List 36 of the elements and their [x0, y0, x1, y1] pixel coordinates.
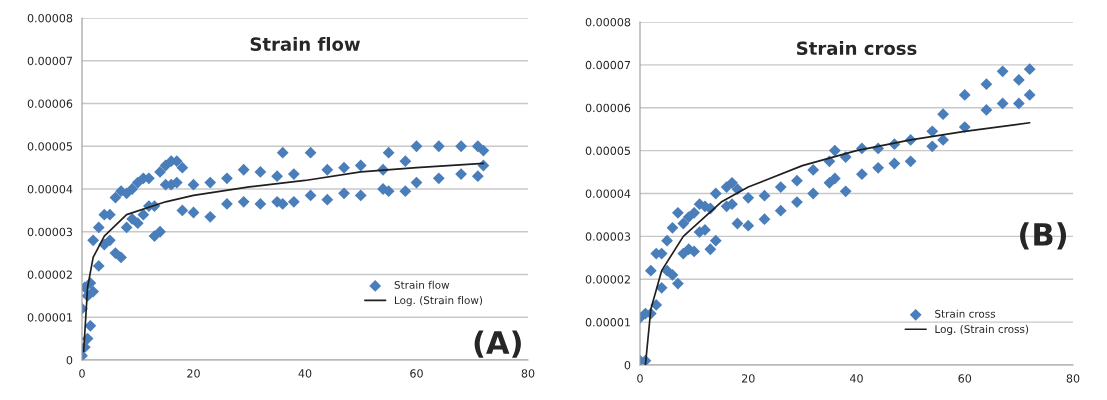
x-tick-label: 60 — [958, 374, 972, 383]
y-tick-label: 0.00004 — [27, 184, 73, 194]
legend-label: Strain flow — [394, 280, 450, 289]
legend-label: Log. (Strain cross) — [935, 324, 1029, 336]
y-tick-label: 0.00004 — [585, 189, 631, 198]
y-tick-label: 0.00008 — [27, 13, 73, 23]
x-tick-label: 20 — [741, 374, 755, 383]
x-tick-label: 0 — [79, 369, 85, 378]
y-tick-label: 0.00007 — [27, 56, 73, 66]
x-tick-label: 40 — [298, 369, 312, 378]
y-tick-label: 0.00003 — [585, 232, 631, 241]
x-tick-label: 60 — [410, 369, 423, 378]
y-tick-label: 0 — [624, 360, 631, 370]
y-tick-label: 0.00005 — [585, 146, 630, 155]
legend-label: Log. (Strain flow) — [394, 296, 483, 307]
annotation: (B) — [1020, 222, 1067, 250]
y-tick-label: 0.00001 — [585, 318, 630, 327]
x-tick-label: 80 — [521, 369, 535, 378]
x-tick-label: 40 — [849, 374, 863, 383]
x-tick-label: 20 — [187, 369, 200, 378]
y-tick-label: 0.00007 — [585, 60, 631, 70]
y-tick-label: 0.00001 — [27, 313, 72, 322]
y-tick-label: 0.00005 — [27, 142, 72, 151]
y-tick-label: 0.00008 — [585, 17, 631, 27]
y-tick-label: 0.00006 — [27, 99, 73, 108]
y-tick-label: 0 — [66, 355, 73, 365]
y-tick-label: 0.00002 — [27, 270, 72, 279]
x-tick-label: 0 — [637, 374, 643, 383]
y-tick-label: 0.00002 — [585, 275, 630, 284]
y-tick-label: 0.00006 — [585, 103, 631, 113]
text: Strain cross — [797, 41, 917, 56]
legend-label: Strain cross — [935, 309, 996, 318]
text: Strain flow — [250, 36, 360, 51]
x-tick-label: 80 — [1066, 374, 1080, 383]
annotation: (A) — [474, 330, 521, 358]
y-tick-label: 0.00003 — [27, 227, 73, 237]
